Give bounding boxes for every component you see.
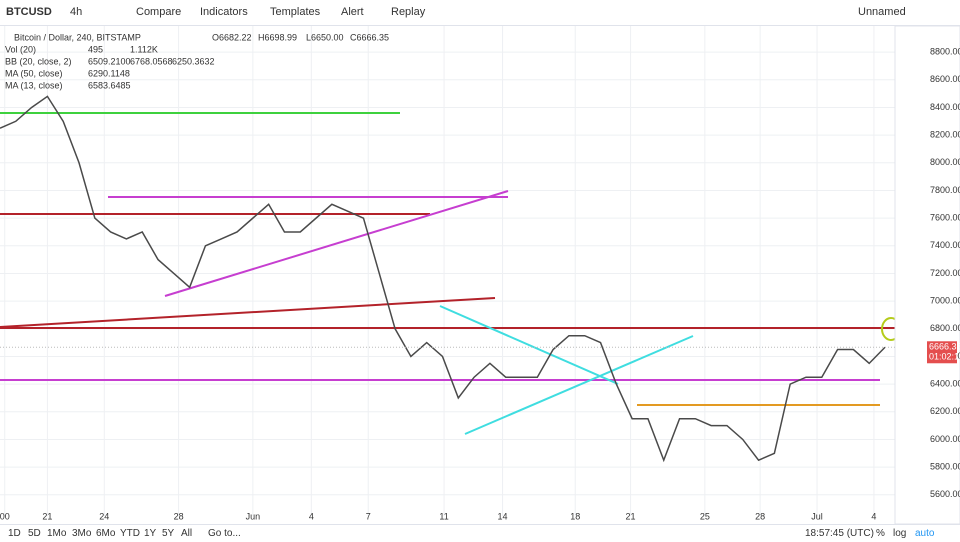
y-tick-label: 7600.00 [930,213,960,223]
bottom-bar: 1D 5D 1Mo 3Mo 6Mo YTD 1Y 5Y All Go to...… [0,524,960,542]
x-tick-label: Jul [811,511,823,521]
auto-toggle[interactable]: auto [915,528,935,539]
x-tick-label: 25 [700,511,710,521]
study-name: Vol (20) [5,44,36,54]
log-toggle[interactable]: log [893,528,907,539]
last-price-label: 6666.35 [929,342,960,352]
y-tick-label: 7800.00 [930,185,960,195]
range[interactable]: All [181,528,193,539]
range[interactable]: YTD [120,528,140,539]
drawn-line [464,335,694,435]
x-tick-label: 21 [42,511,52,521]
drawn-line [0,297,496,328]
drawings [0,112,901,435]
y-tick-label: 7400.00 [930,240,960,250]
legend-title: Bitcoin / Dollar, 240, BITSTAMP [14,32,141,42]
countdown: 01:02:15 [929,352,960,362]
study-value: 6509.2100 [88,56,131,66]
layout-name[interactable]: Unnamed [858,6,906,18]
x-tick-label: Jun [246,511,261,521]
y-tick-label: 6800.00 [930,323,960,333]
last-price-box [927,341,957,364]
indicators-button[interactable]: Indicators [200,6,248,18]
toolbar: BTCUSD 4h Compare Indicators Templates A… [0,0,960,26]
x-tick-label: 28 [755,511,765,521]
x-tick-label: 24 [99,511,109,521]
legend: Bitcoin / Dollar, 240, BITSTAMP O6682.22… [5,32,389,90]
x-tick-label: 18 [570,511,580,521]
study-value: 495 [88,44,103,54]
legend-low: L6650.00 [306,32,344,42]
x-tick-label: 21 [626,511,636,521]
study-value: 6290.1148 [88,68,130,78]
range[interactable]: 1D [8,528,21,539]
range[interactable]: 3Mo [72,528,92,539]
range[interactable]: 5D [28,528,41,539]
y-tick-label: 8400.00 [930,102,960,112]
alert-button[interactable]: Alert [341,6,364,18]
symbol[interactable]: BTCUSD [6,6,52,18]
legend-high: H6698.99 [258,32,297,42]
y-tick-label: 8600.00 [930,74,960,84]
range[interactable]: 5Y [162,528,175,539]
percent-toggle[interactable]: % [876,528,885,539]
study-name: MA (13, close) [5,80,63,90]
grid [0,26,895,516]
drawn-line [439,305,619,385]
study-name: BB (20, close, 2) [5,56,72,66]
x-tick-label: 4 [871,511,876,521]
y-tick-label: 6200.00 [930,406,960,416]
x-tick-label: 7 [366,511,371,521]
study-value: 1.112K [130,44,158,54]
x-tick-label: 00 [0,511,10,521]
x-tick-label: 14 [498,511,508,521]
compare-button[interactable]: Compare [136,6,182,18]
legend-close: C6666.35 [350,32,389,42]
y-tick-label: 8000.00 [930,157,960,167]
x-tick-label: 11 [439,511,448,521]
y-tick-label: 8800.00 [930,47,960,57]
y-tick-label: 6000.00 [930,434,960,444]
y-tick-label: 8200.00 [930,130,960,140]
y-tick-label: 7000.00 [930,295,960,305]
study-name: MA (50, close) [5,68,63,78]
study-value: 6583.6485 [88,80,131,90]
y-tick-label: 5800.00 [930,461,960,471]
drawn-line [164,190,509,297]
range[interactable]: 1Y [144,528,157,539]
study-value: 6768.0568 [130,56,173,66]
price-axis [894,26,960,524]
x-tick-label: 4 [309,511,314,521]
clock: 18:57:45 (UTC) [805,528,874,539]
replay-button[interactable]: Replay [391,6,426,18]
y-tick-label: 6400.00 [930,378,960,388]
range[interactable]: 1Mo [47,528,67,539]
legend-open: O6682.22 [212,32,252,42]
y-tick-label: 5600.00 [930,489,960,499]
study-value: 6250.3632 [172,56,215,66]
range[interactable]: 6Mo [96,528,116,539]
chart: Bitcoin / Dollar, 240, BITSTAMP O6682.22… [0,26,960,524]
x-tick-label: 28 [174,511,184,521]
templates-button[interactable]: Templates [270,6,321,18]
goto[interactable]: Go to... [208,528,241,539]
price-line [0,95,886,463]
interval[interactable]: 4h [70,6,83,18]
y-tick-label: 7200.00 [930,268,960,278]
